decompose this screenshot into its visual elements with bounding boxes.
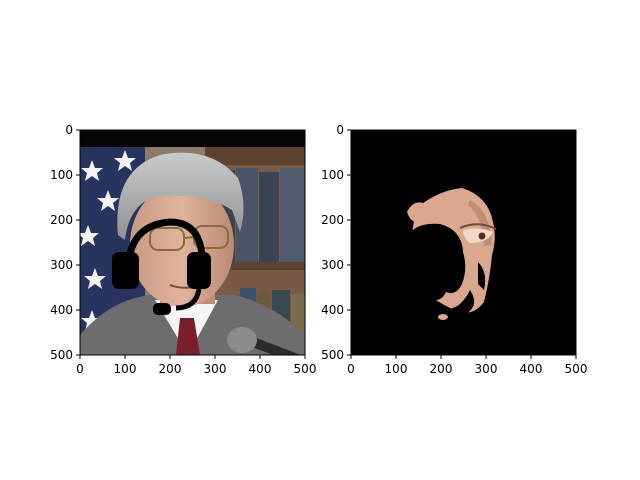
left-ytick-label: 300	[50, 258, 73, 272]
left-ytick-label: 100	[50, 168, 73, 182]
skin-patch-bottom	[438, 314, 448, 320]
right-ytick-label: 100	[321, 168, 344, 182]
masked-face	[406, 188, 497, 320]
right-xtick-label: 400	[520, 362, 543, 376]
right-xtick-label: 200	[430, 362, 453, 376]
top-black-band	[80, 130, 305, 147]
headset-occlusion	[406, 223, 466, 300]
hair	[117, 152, 244, 240]
right-xtick-label: 500	[565, 362, 588, 376]
right-ytick-label: 200	[321, 213, 344, 227]
right-ytick-label: 0	[336, 123, 344, 137]
right-xtick-label: 300	[475, 362, 498, 376]
left-xtick-label: 100	[114, 362, 137, 376]
right-xtick-label: 0	[347, 362, 355, 376]
tie	[176, 318, 200, 355]
left-ytick-label: 500	[50, 348, 73, 362]
right-xtick-label: 100	[385, 362, 408, 376]
headset-overlay	[112, 218, 211, 315]
right-ytick-label: 400	[321, 303, 344, 317]
left-xtick-label: 200	[159, 362, 182, 376]
microphone	[227, 327, 301, 355]
left-axes-frame	[79, 129, 306, 356]
skin-patch-left	[407, 202, 425, 223]
left-xtick-label: 500	[294, 362, 317, 376]
left-ytick-label: 400	[50, 303, 73, 317]
right-axes-frame	[350, 129, 577, 356]
right-ytick-label: 300	[321, 258, 344, 272]
left-photo	[80, 130, 305, 355]
left-ytick-label: 200	[50, 213, 73, 227]
left-xtick-label: 0	[76, 362, 84, 376]
right-ytick-label: 500	[321, 348, 344, 362]
left-xtick-label: 300	[204, 362, 227, 376]
left-xtick-label: 400	[249, 362, 272, 376]
left-ytick-label: 0	[65, 123, 73, 137]
